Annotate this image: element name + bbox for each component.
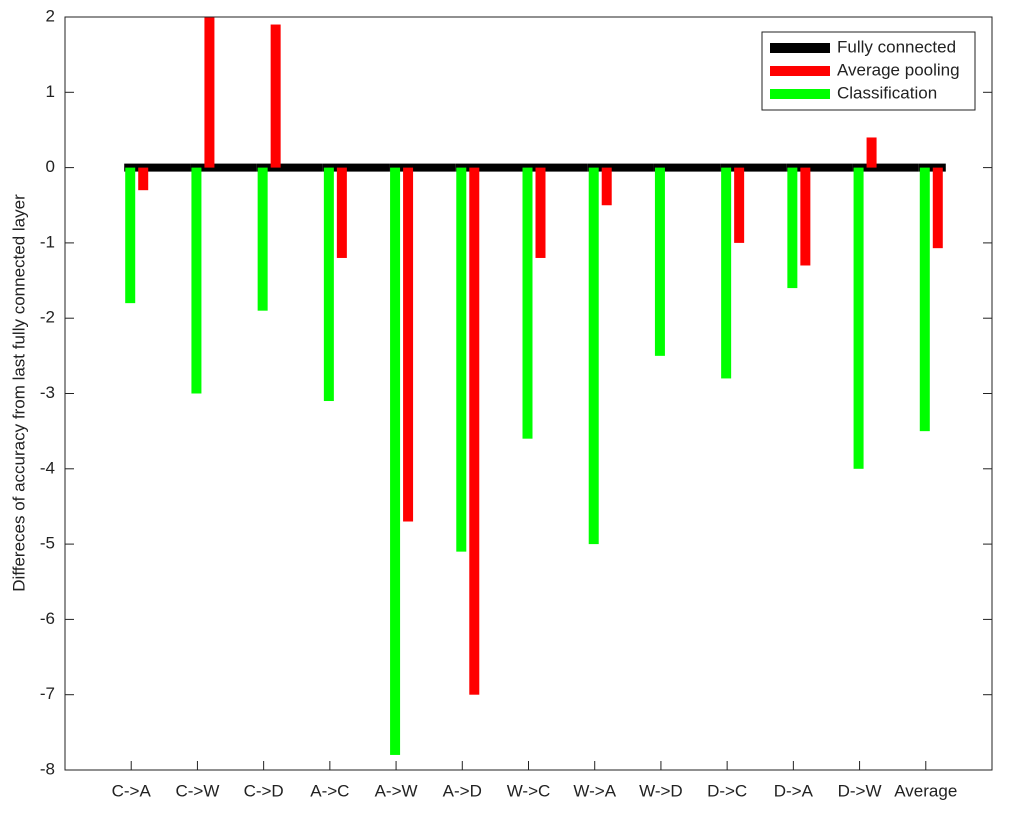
bar (336, 167, 347, 258)
bar (654, 167, 665, 356)
bar (588, 167, 599, 545)
y-tick-label: -1 (40, 232, 55, 251)
x-tick-label: D->A (774, 781, 814, 800)
bar (125, 167, 136, 304)
bar (601, 167, 612, 206)
bar (521, 163, 588, 172)
y-tick-label: -3 (40, 383, 55, 402)
y-tick-label: -8 (40, 759, 55, 778)
y-axis-label: Differeces of accuracy from last fully c… (9, 194, 28, 592)
x-tick-label: D->W (838, 781, 882, 800)
bar (191, 167, 202, 394)
bar (322, 163, 390, 172)
bar (190, 163, 257, 172)
legend-label: Classification (837, 83, 937, 102)
y-tick-label: -6 (40, 609, 55, 628)
bar (653, 163, 721, 172)
x-tick-label: Average (894, 781, 957, 800)
bar (456, 167, 467, 552)
legend-swatch (770, 89, 830, 99)
bar (535, 167, 546, 258)
y-tick-label: -4 (40, 458, 55, 477)
bar (270, 24, 281, 168)
y-tick-label: 2 (46, 6, 55, 25)
legend-swatch (770, 43, 830, 53)
x-tick-label: C->A (112, 781, 152, 800)
y-tick-label: -7 (40, 684, 55, 703)
bar (918, 163, 946, 172)
bar (721, 167, 732, 379)
legend-label: Fully connected (837, 37, 956, 56)
bar (786, 163, 853, 172)
bar (853, 167, 864, 469)
bar (455, 163, 522, 172)
bar (323, 167, 334, 402)
bar (204, 17, 215, 168)
x-tick-label: C->D (244, 781, 284, 800)
x-tick-label: W->C (507, 781, 551, 800)
bar (852, 163, 919, 172)
bar (469, 167, 480, 695)
bar (720, 163, 787, 172)
x-tick-label: A->D (443, 781, 482, 800)
bar (787, 167, 798, 289)
x-tick-label: A->C (310, 781, 349, 800)
y-tick-label: 1 (46, 82, 55, 101)
bar (522, 167, 533, 439)
bar (124, 163, 191, 172)
bar (390, 167, 401, 755)
legend-swatch (770, 66, 830, 76)
x-tick-label: D->C (707, 781, 747, 800)
x-tick-label: W->D (639, 781, 683, 800)
x-tick-label: C->W (175, 781, 219, 800)
bar (932, 167, 943, 249)
bar (866, 137, 877, 168)
bar (734, 167, 745, 243)
bar (403, 167, 414, 522)
bar (138, 167, 149, 191)
y-tick-label: -2 (40, 308, 55, 327)
y-tick-label: -5 (40, 534, 55, 553)
bar (800, 167, 811, 266)
bar (389, 163, 456, 172)
legend-label: Average pooling (837, 60, 960, 79)
plot-frame (64, 16, 993, 771)
bar (256, 163, 323, 172)
bar (919, 167, 930, 432)
bar (257, 167, 268, 311)
bar (587, 163, 654, 172)
y-tick-label: 0 (46, 157, 55, 176)
x-tick-label: W->A (573, 781, 616, 800)
x-tick-label: A->W (375, 781, 418, 800)
